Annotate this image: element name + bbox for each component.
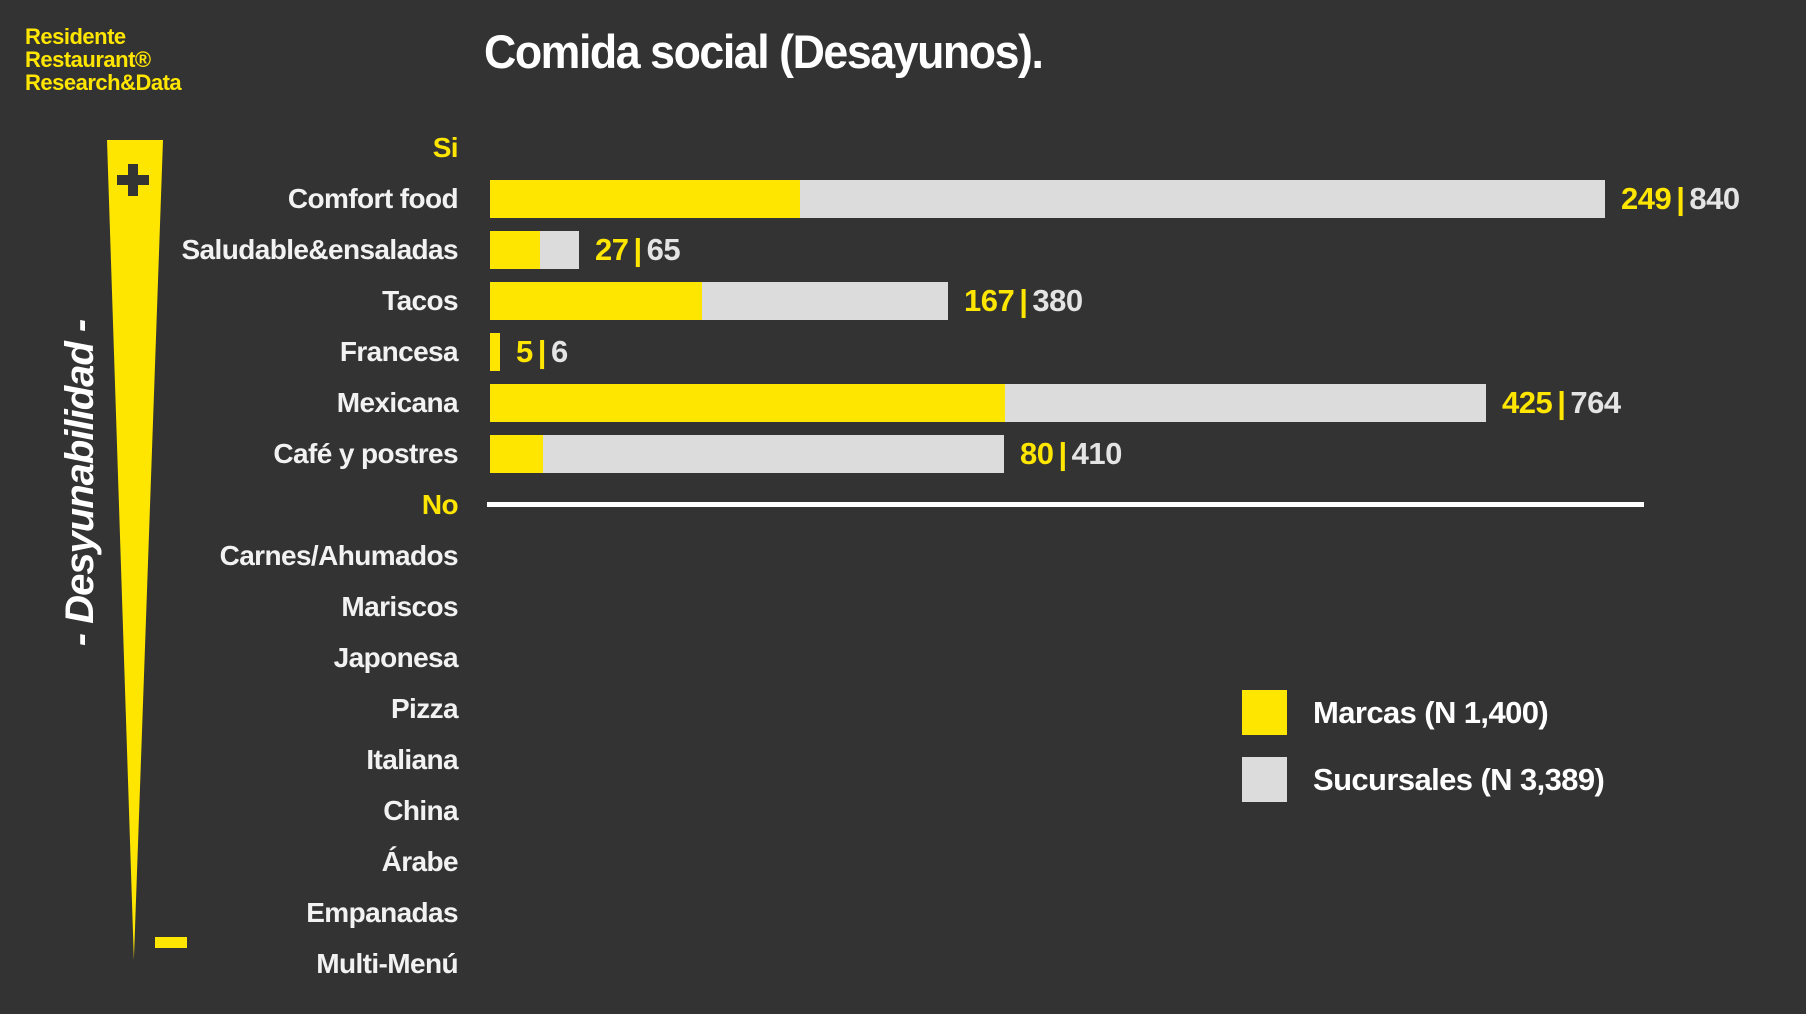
marcas-value: 80: [1020, 435, 1054, 471]
chart-row-mariscos: Mariscos: [0, 581, 1806, 632]
sucursales-swatch-icon: [1242, 757, 1287, 802]
bar-area-saludable-ensaladas: 27 | 65: [490, 230, 681, 269]
chart-row-italiana: Italiana: [0, 734, 1806, 785]
row-label-mexicana: Mexicana: [336, 386, 459, 418]
value-comfort-food: 249 | 840: [1621, 181, 1740, 217]
chart-legend: Marcas (N 1,400) Sucursales (N 3,389): [1242, 690, 1605, 824]
value-saludable-ensaladas: 27 | 65: [595, 231, 681, 268]
chart-row-si: Si: [0, 122, 1806, 173]
bar-area-francesa: 5 | 6: [490, 332, 568, 371]
value-separator: |: [1058, 435, 1067, 471]
brand-logo-line2: Restaurant®: [25, 47, 151, 72]
bar-area-cafe-y-postres: 80 | 410: [490, 434, 1122, 473]
row-label-japonesa: Japonesa: [333, 641, 459, 673]
sucursales-value: 840: [1689, 180, 1740, 216]
row-label-francesa: Francesa: [339, 335, 459, 367]
value-separator: |: [633, 231, 642, 267]
row-label-mariscos: Mariscos: [341, 590, 458, 622]
chart-row-a-rabe: Árabe: [0, 836, 1806, 887]
marcas-bar-comfort-food: [490, 179, 800, 218]
sucursales-bar-tacos: [490, 281, 948, 320]
marcas-value: 5: [516, 333, 533, 369]
chart-row-saludable-ensaladas: Saludable&ensaladas 27 | 65: [0, 224, 1806, 275]
marcas-bar-mexicana: [490, 383, 1005, 422]
marcas-value: 27: [595, 231, 629, 267]
chart-row-pizza: Pizza: [0, 683, 1806, 734]
row-label-cafe-y-postres: Café y postres: [273, 437, 458, 469]
bar-area-mexicana: 425 | 764: [490, 383, 1621, 422]
marcas-value: 249: [1621, 180, 1672, 216]
row-label-italiana: Italiana: [366, 743, 458, 775]
page-title: Comida social (Desayunos).: [484, 25, 1044, 78]
sucursales-bar-mexicana: [490, 383, 1486, 422]
row-label-carnes-ahumados: Carnes/Ahumados: [219, 539, 459, 571]
row-label-a-rabe: Árabe: [381, 845, 459, 877]
legend-item-marcas: Marcas (N 1,400): [1242, 690, 1604, 735]
chart-row-china: China: [0, 785, 1806, 836]
legend-label-marcas: Marcas (N 1,400): [1313, 694, 1549, 730]
value-cafe-y-postres: 80 | 410: [1020, 436, 1122, 472]
legend-label-sucursales: Sucursales (N 3,389): [1313, 761, 1605, 797]
row-label-pizza: Pizza: [390, 692, 459, 724]
chart-row-francesa: Francesa 5 | 6: [0, 326, 1806, 377]
row-label-no: No: [421, 488, 459, 520]
marcas-bar-tacos: [490, 281, 702, 320]
value-separator: |: [1676, 180, 1685, 216]
chart-row-multi-menu: Multi-Menú: [0, 938, 1806, 989]
chart-row-empanadas: Empanadas: [0, 887, 1806, 938]
marcas-bar-francesa: [490, 332, 500, 371]
chart-row-no: No: [0, 479, 1806, 530]
sucursales-bar-cafe-y-postres: [490, 434, 1004, 473]
no-section-divider-line: [487, 502, 1644, 507]
sucursales-value: 410: [1071, 435, 1123, 471]
value-tacos: 167 | 380: [964, 283, 1083, 319]
value-separator: |: [1019, 282, 1028, 318]
row-label-tacos: Tacos: [382, 284, 458, 316]
brand-logo-line3: Research&Data: [25, 70, 182, 95]
row-label-saludable-ensaladas: Saludable&ensaladas: [181, 233, 458, 265]
sucursales-bar-saludable-ensaladas: [490, 230, 579, 269]
bar-chart: Si Comfort food 249 | 840 Saludable&ensaladas…: [0, 122, 1806, 989]
sucursales-value: 380: [1032, 282, 1083, 318]
chart-row-mexicana: Mexicana 425 | 764: [0, 377, 1806, 428]
marcas-bar-saludable-ensaladas: [490, 230, 540, 269]
minus-icon: [155, 937, 187, 948]
sucursales-value: 764: [1570, 384, 1621, 420]
value-separator: |: [537, 333, 547, 369]
row-label-multi-menu: Multi-Menú: [316, 947, 458, 979]
marcas-swatch-icon: [1242, 690, 1287, 735]
value-francesa: 5 | 6: [516, 334, 568, 370]
marcas-value: 167: [964, 282, 1015, 318]
bar-area-comfort-food: 249 | 840: [490, 179, 1740, 218]
chart-row-tacos: Tacos 167 | 380: [0, 275, 1806, 326]
row-label-si: Si: [432, 131, 459, 163]
legend-item-sucursales: Sucursales (N 3,389): [1242, 757, 1605, 802]
brand-logo-line1: Residente: [25, 24, 126, 49]
value-mexicana: 425 | 764: [1502, 385, 1621, 421]
brand-logo: Residente Restaurant® Research&Data: [25, 24, 182, 95]
row-label-comfort-food: Comfort food: [287, 182, 459, 214]
bar-area-tacos: 167 | 380: [490, 281, 1083, 320]
sucursales-value: 6: [550, 333, 568, 369]
chart-row-japonesa: Japonesa: [0, 632, 1806, 683]
row-label-empanadas: Empanadas: [306, 896, 458, 928]
sucursales-bar-francesa: [490, 332, 500, 371]
marcas-value: 425: [1502, 384, 1553, 420]
sucursales-bar-comfort-food: [490, 179, 1605, 218]
marcas-bar-cafe-y-postres: [490, 434, 543, 473]
value-separator: |: [1557, 384, 1566, 420]
chart-row-carnes-ahumados: Carnes/Ahumados: [0, 530, 1806, 581]
row-label-china: China: [383, 794, 458, 826]
plus-icon: [117, 164, 149, 196]
chart-row-cafe-y-postres: Café y postres 80 | 410: [0, 428, 1806, 479]
sucursales-value: 65: [646, 231, 681, 267]
chart-row-comfort-food: Comfort food 249 | 840: [0, 173, 1806, 224]
